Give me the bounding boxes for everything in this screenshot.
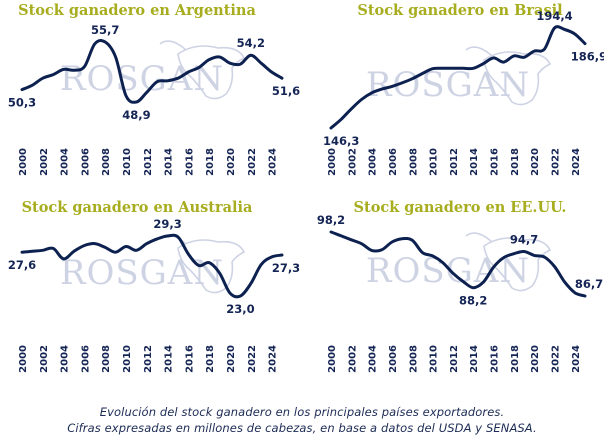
- x-tick-label: 2024: [268, 345, 279, 373]
- bull-horn-icon: [465, 46, 493, 57]
- bull-head-icon: [483, 237, 552, 292]
- x-tick-label: 2022: [551, 345, 562, 373]
- data-label: 98,2: [317, 213, 345, 227]
- chart-title: Stock ganadero en Argentina: [18, 2, 256, 19]
- x-tick-label: 2024: [571, 345, 582, 373]
- rosgan-watermark: ROSGAN: [60, 234, 246, 294]
- data-label: 94,7: [510, 232, 538, 246]
- series-line: [329, 25, 587, 130]
- rosgan-watermark: ROSGAN: [366, 46, 552, 106]
- data-label: 48,9: [122, 108, 150, 122]
- series-line: [20, 233, 284, 299]
- x-tick-label: 2020: [530, 345, 541, 373]
- data-label: 51,6: [272, 84, 300, 98]
- data-label: 54,2: [237, 36, 265, 50]
- x-tick-label: 2016: [184, 345, 195, 373]
- x-tick-label: 2002: [39, 345, 50, 373]
- x-tick-label: 2014: [164, 345, 175, 373]
- x-tick-label: 2024: [268, 148, 279, 176]
- rosgan-watermark: ROSGAN: [60, 40, 246, 100]
- x-tick-label: 2022: [551, 148, 562, 176]
- data-label: 86,7: [575, 277, 603, 291]
- x-tick-label: 2018: [510, 345, 521, 373]
- chart-panel-3: Stock ganadero en Australia ROSGAN 27,6 29,…: [8, 199, 300, 373]
- x-tick-label: 2012: [143, 345, 154, 373]
- x-tick-label: 2006: [80, 345, 91, 373]
- x-tick-label: 2018: [205, 148, 216, 176]
- x-tick-label: 2018: [510, 148, 521, 176]
- data-label: 50,3: [8, 96, 36, 110]
- caption-line-1: Evolución del stock ganadero en los prin…: [99, 405, 505, 419]
- x-tick-label: 2000: [18, 345, 29, 373]
- chart-panel-1: Stock ganadero en Argentina ROSGAN 50,3 55,…: [8, 2, 300, 176]
- bull-head-icon: [177, 239, 246, 294]
- x-tick-label: 2006: [388, 148, 399, 176]
- x-tick-label: 2008: [408, 148, 419, 176]
- x-tick-label: 2024: [571, 148, 582, 176]
- x-tick-label: 2000: [327, 148, 338, 176]
- data-label: 27,6: [8, 258, 36, 272]
- data-label: 55,7: [91, 23, 119, 37]
- charts-figure: Stock ganadero en Argentina ROSGAN 50,3 55,…: [8, 2, 604, 373]
- chart-panel-2: Stock ganadero en Brasil ROSGAN 146,3 194,4…: [323, 2, 604, 176]
- data-label: 29,3: [153, 217, 181, 231]
- x-tick-label: 2014: [469, 148, 480, 176]
- data-label: 194,4: [536, 9, 572, 23]
- data-label: 88,2: [459, 294, 487, 308]
- chart-panel-4: Stock ganadero en EE.UU. ROSGAN 98,2 88,2 94…: [317, 199, 603, 373]
- x-tick-label: 2022: [247, 345, 258, 373]
- x-tick-label: 2014: [469, 345, 480, 373]
- x-tick-label: 2008: [101, 345, 112, 373]
- x-tick-label: 2022: [247, 148, 258, 176]
- x-tick-label: 2002: [39, 148, 50, 176]
- chart-title: Stock ganadero en Brasil: [357, 2, 563, 19]
- x-tick-label: 2004: [368, 148, 379, 176]
- x-tick-label: 2016: [490, 148, 501, 176]
- bull-horn-icon: [159, 40, 187, 51]
- bull-head-icon: [483, 51, 552, 106]
- x-tick-label: 2018: [205, 345, 216, 373]
- x-tick-label: 2000: [327, 345, 338, 373]
- x-tick-label: 2012: [143, 148, 154, 176]
- data-label: 146,3: [323, 134, 359, 148]
- x-tick-label: 2012: [449, 148, 460, 176]
- data-label: 186,9: [571, 50, 604, 64]
- watermark-text: ROSGAN: [60, 253, 224, 293]
- x-tick-label: 2004: [60, 148, 71, 176]
- x-tick-label: 2016: [184, 148, 195, 176]
- x-tick-label: 2010: [122, 148, 133, 176]
- rosgan-watermark: ROSGAN: [366, 232, 552, 292]
- x-tick-label: 2016: [490, 345, 501, 373]
- x-tick-label: 2002: [347, 345, 358, 373]
- x-tick-label: 2008: [101, 148, 112, 176]
- x-tick-label: 2010: [122, 345, 133, 373]
- x-tick-label: 2002: [347, 148, 358, 176]
- x-tick-label: 2006: [80, 148, 91, 176]
- x-tick-label: 2000: [18, 148, 29, 176]
- x-tick-label: 2020: [530, 148, 541, 176]
- x-tick-label: 2006: [388, 345, 399, 373]
- bull-horn-icon: [465, 232, 493, 243]
- x-tick-label: 2004: [60, 345, 71, 373]
- x-tick-label: 2010: [429, 148, 440, 176]
- x-tick-label: 2010: [429, 345, 440, 373]
- data-label: 23,0: [226, 302, 254, 316]
- x-tick-label: 2004: [368, 345, 379, 373]
- series-line: [20, 38, 284, 104]
- chart-title: Stock ganadero en Australia: [22, 199, 253, 216]
- x-tick-label: 2012: [449, 345, 460, 373]
- x-tick-label: 2014: [164, 148, 175, 176]
- x-tick-label: 2008: [408, 345, 419, 373]
- chart-title: Stock ganadero en EE.UU.: [354, 199, 567, 216]
- watermark-text: ROSGAN: [366, 65, 530, 105]
- bull-head-icon: [177, 45, 246, 100]
- series-line: [329, 230, 587, 298]
- caption-line-2: Cifras expresadas en millones de cabezas…: [67, 421, 537, 435]
- x-tick-label: 2020: [226, 345, 237, 373]
- x-tick-label: 2020: [226, 148, 237, 176]
- watermark-text: ROSGAN: [60, 59, 224, 99]
- data-label: 27,3: [272, 261, 300, 275]
